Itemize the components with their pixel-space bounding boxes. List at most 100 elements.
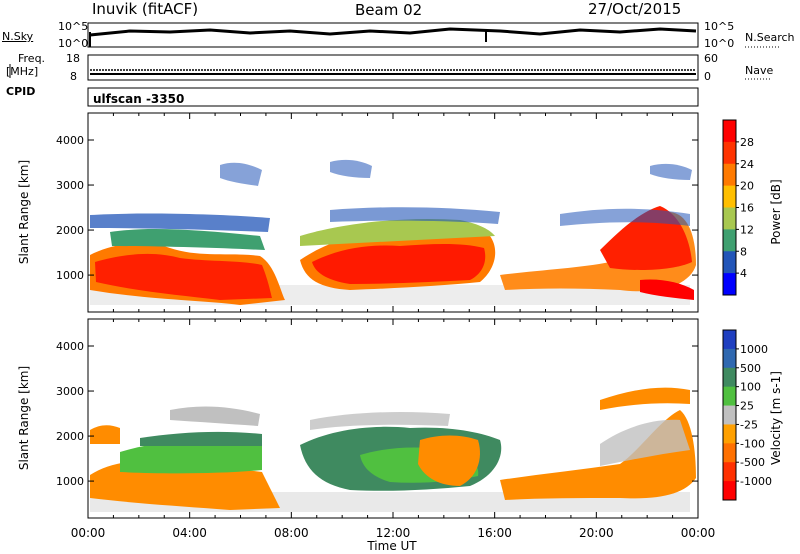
cpid-label: CPID [6,85,36,98]
power-colorbar-label-0: 28 [740,136,754,149]
velocity-colorbar-segment-3 [723,386,736,407]
velocity-scatter [90,387,696,512]
station-title: Inuvik (fitACF) [92,0,199,18]
velocity-ytick-label-0: 1000 [56,475,84,488]
velocity-colorbar-label-3: 25 [740,400,754,413]
power-colorbar-segment-2 [723,163,736,187]
power-colorbar-segment-7 [723,273,736,296]
velocity-band-late-grey [600,419,690,466]
velocity-colorbar-segment-5 [723,424,736,444]
nsky-panel-frame [87,22,699,48]
velocity-colorbar-frame [722,329,737,501]
power-weak-band-late [560,208,690,226]
power-weak-band-early [90,213,270,232]
power-ytick-label-1: 2000 [56,224,84,237]
power-patch-upper-mid [330,159,372,178]
velocity-ytick-label-1: 2000 [56,430,84,443]
power-colorbar-label: Power [dB] [769,179,783,244]
power-colorbar-segment-4 [723,207,736,230]
beam-title: Beam 02 [355,1,423,19]
power-weak-band-mid [330,207,500,224]
velocity-panel [87,318,699,519]
power-colorbar-segment-1 [723,141,736,165]
xtick-label-1: 04:00 [172,526,207,540]
power-colorbar-segment-6 [723,251,736,274]
velocity-patch-left-edge [90,425,120,444]
velocity-xlabel: Time UT [366,539,417,553]
velocity-colorbar-label-1: 500 [740,362,761,375]
nsearch-label: N.Search [745,31,795,44]
freq-label: Freq. [18,52,46,65]
nave-tick-bottom: 0 [704,70,711,83]
nsky-tick-top: 10^5 [58,20,88,33]
velocity-colorbar-label: Velocity [m s-1] [769,371,783,465]
cpid-panel-frame [87,87,699,107]
power-ytick-label-2: 3000 [56,179,84,192]
velocity-colorbar-segment-6 [723,443,736,463]
xtick-label-0: 00:00 [71,526,106,540]
velocity-colorbar-segment-0 [723,330,736,350]
power-colorbar-label-3: 16 [740,202,754,215]
velocity-colorbar: 1000 500 100 25 -25 -100 -500 -1000 [722,329,772,501]
velocity-region-mid-orange [418,435,480,486]
power-band-early [110,229,265,250]
velocity-ytick-label-3: 4000 [56,340,84,353]
velocity-colorbar-segment-1 [723,348,736,369]
power-edge-mid [300,218,495,246]
velocity-colorbar-label-5: -100 [740,437,765,450]
freq-tick-top: 18 [66,52,80,65]
power-ytick-label-0: 1000 [56,269,84,282]
power-colorbar-label-1: 24 [740,158,754,171]
power-colorbar-segment-0 [723,120,736,143]
power-patch-upper-left [220,162,262,186]
nsky-tick-bottom: 10^0 [58,37,88,50]
velocity-band-early-green [120,438,262,474]
power-colorbar-label-6: 4 [740,267,747,280]
velocity-colorbar-label-2: 100 [740,381,761,394]
velocity-band-early-dark [140,431,262,446]
velocity-colorbar-label-6: -500 [740,456,765,469]
power-colorbar-label-5: 8 [740,245,747,258]
nsearch-tick-top: 10^5 [704,20,734,33]
date-title: 27/Oct/2015 [588,0,682,18]
power-panel [87,112,699,313]
nave-tick-top: 60 [704,52,718,65]
nsky-label: N.Sky [2,30,34,43]
velocity-region-early [90,460,280,510]
freq-unit-label: [MHz] [6,65,39,78]
velocity-band-late-orange [600,387,690,410]
axes: 1000 2000 3000 4000 1000 2000 3000 4000 00:00 04:… [56,113,715,540]
power-core-late-bottom [640,279,694,300]
power-colorbar-label-2: 20 [740,180,754,193]
freq-tick-bottom: 8 [70,70,77,83]
velocity-colorbar-segment-4 [723,405,736,425]
power-colorbar-label-4: 12 [740,223,754,236]
velocity-colorbar-segment-8 [723,481,736,501]
velocity-band-mid-grey [310,412,450,430]
power-core-early [95,253,272,300]
power-patch-upper-right [650,163,692,180]
power-ytick-label-3: 4000 [56,134,84,147]
xtick-label-4: 16:00 [477,526,512,540]
velocity-patch-early-grey [170,406,260,426]
power-core-mid [312,244,486,284]
nsky-series [89,27,697,37]
velocity-colorbar-label-7: -1000 [740,475,772,488]
power-colorbar: 28 24 20 16 12 8 4 [722,119,754,296]
power-colorbar-segment-3 [723,185,736,208]
velocity-colorbar-label-4: -25 [740,418,758,431]
xtick-label-5: 20:00 [579,526,614,540]
xtick-label-3: 12:00 [376,526,411,540]
scan-label: ulfscan -3350 [93,92,184,106]
nsearch-tick-bottom: 10^0 [704,37,734,50]
velocity-colorbar-label-0: 1000 [740,343,768,356]
velocity-ytick-label-2: 3000 [56,385,84,398]
xtick-label-2: 08:00 [274,526,309,540]
nave-label: Nave [745,64,774,77]
power-colorbar-segment-5 [723,229,736,252]
velocity-ylabel: Slant Range [km] [17,366,31,470]
velocity-colorbar-segment-2 [723,367,736,388]
xtick-label-6: 00:00 [681,526,716,540]
power-ylabel: Slant Range [km] [17,160,31,264]
